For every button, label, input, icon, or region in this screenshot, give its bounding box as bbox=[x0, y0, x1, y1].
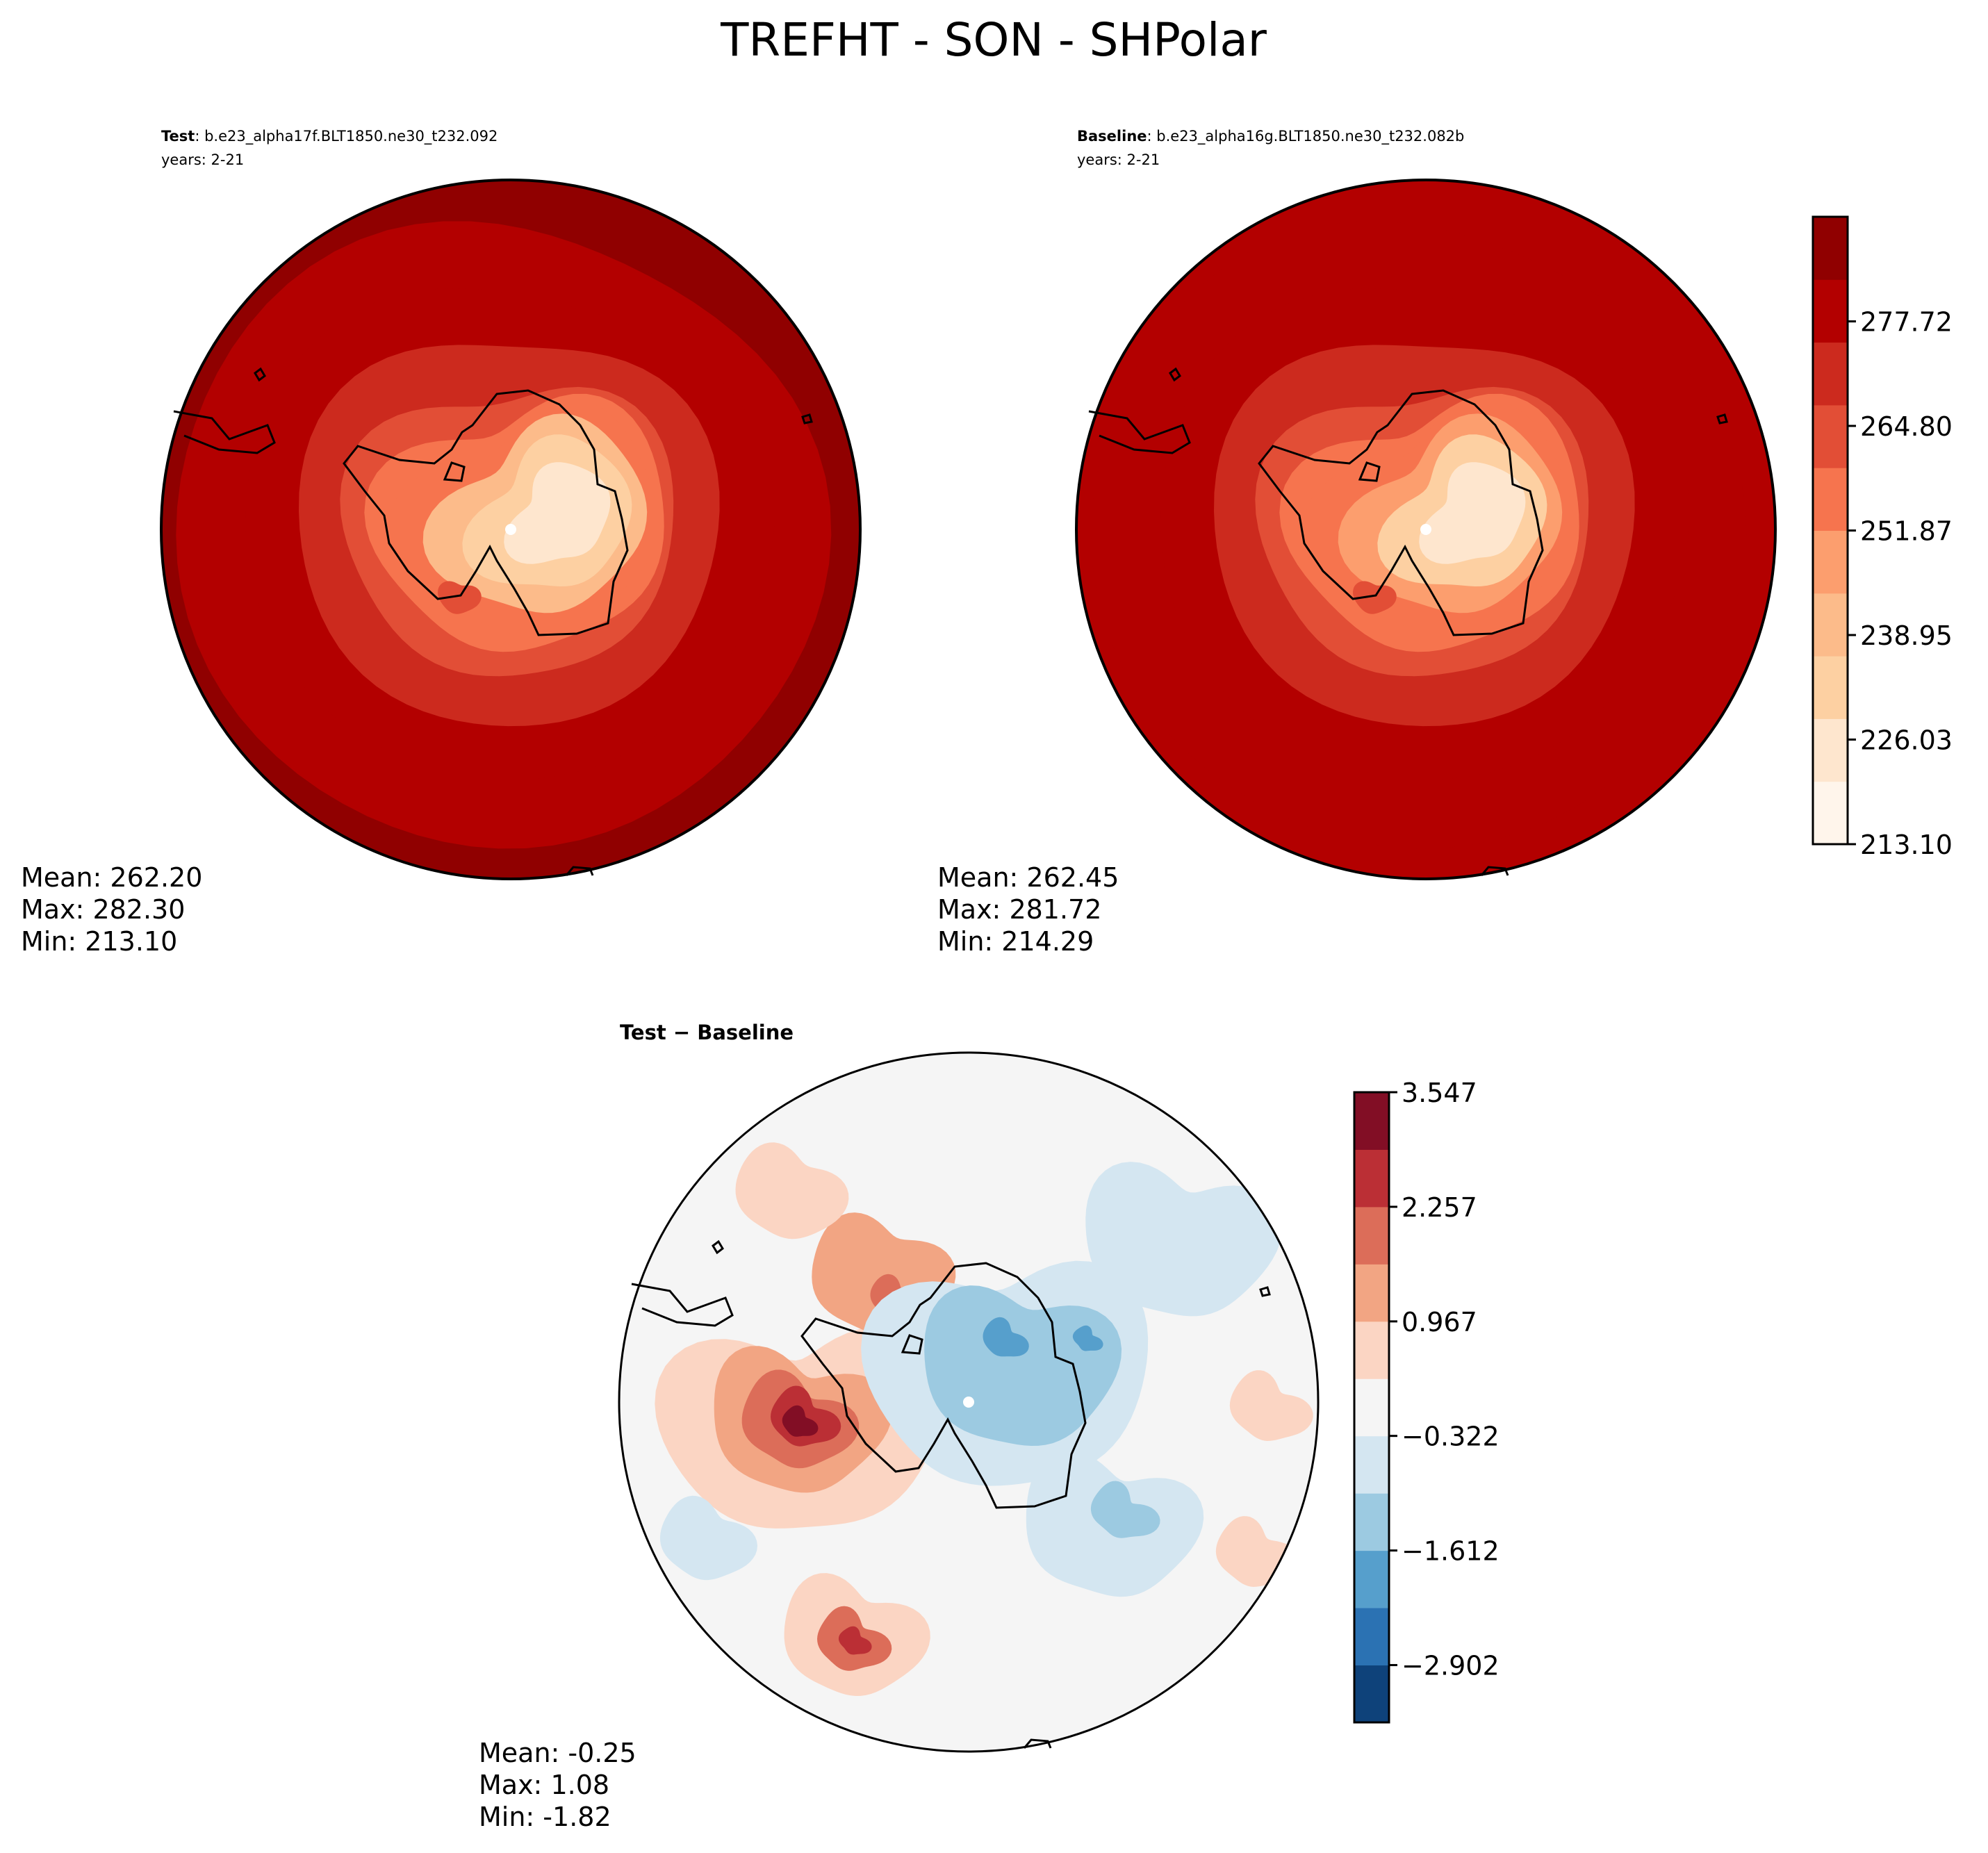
diff-colorbar-tick-label-2: −0.322 bbox=[1402, 1422, 1500, 1452]
panel-baseline: Baseline: b.e23_alpha16g.BLT1850.ne30_t2… bbox=[937, 128, 1815, 957]
diff-stat-min: Min: -1.82 bbox=[479, 1802, 611, 1832]
main-colorbar-bin-7 bbox=[1813, 343, 1848, 406]
diff-colorbar-bin-1 bbox=[1354, 1608, 1389, 1665]
test-stat-min: Min: 213.10 bbox=[21, 926, 177, 957]
diff-colorbar-bin-10 bbox=[1354, 1092, 1389, 1150]
diff-colorbar-bin-5 bbox=[1354, 1378, 1389, 1436]
panel-baseline-header-bold: Baseline bbox=[1077, 128, 1147, 145]
diff-stat-max: Max: 1.08 bbox=[479, 1770, 609, 1800]
diff-colorbar-bin-0 bbox=[1354, 1665, 1389, 1723]
diff-colorbar-bin-3 bbox=[1354, 1493, 1389, 1551]
panel-baseline-header: Baseline: b.e23_alpha16g.BLT1850.ne30_t2… bbox=[1077, 128, 1464, 145]
diff-colorbar-bin-7 bbox=[1354, 1264, 1389, 1321]
diff-colorbar-bin-6 bbox=[1354, 1321, 1389, 1379]
main-colorbar-bin-1 bbox=[1813, 718, 1848, 782]
panel-baseline-header-case: : b.e23_alpha16g.BLT1850.ne30_t232.082b bbox=[1147, 128, 1465, 145]
diff-colorbar-tick-label-4: 2.257 bbox=[1402, 1192, 1477, 1223]
panel-difference: Test − Baseline Mean: -0.25 Max: 1.08 Mi… bbox=[479, 1021, 1318, 1832]
test-stat-max: Max: 282.30 bbox=[21, 894, 185, 925]
baseline-stat-mean: Mean: 262.45 bbox=[937, 862, 1119, 893]
main-colorbar-tick-label-3: 251.87 bbox=[1860, 516, 1953, 547]
baseline-field-pole-marker bbox=[1420, 524, 1431, 535]
main-colorbar-tick-label-0: 213.10 bbox=[1860, 830, 1953, 860]
baseline-stat-max: Max: 281.72 bbox=[937, 894, 1101, 925]
baseline-stat-min: Min: 214.29 bbox=[937, 926, 1094, 957]
main-colorbar-tick-label-1: 226.03 bbox=[1860, 725, 1953, 755]
diff-colorbar-bin-4 bbox=[1354, 1436, 1389, 1494]
panel-test: Test: b.e23_alpha17f.BLT1850.ne30_t232.0… bbox=[21, 128, 900, 957]
main-colorbar-bin-3 bbox=[1813, 593, 1848, 657]
diff-colorbar-bin-8 bbox=[1354, 1207, 1389, 1265]
panel-test-header: Test: b.e23_alpha17f.BLT1850.ne30_t232.0… bbox=[161, 128, 498, 145]
main-colorbar-tick-label-4: 264.80 bbox=[1860, 411, 1953, 442]
main-colorbar-bin-5 bbox=[1813, 468, 1848, 531]
panel-test-years: years: 2-21 bbox=[161, 151, 244, 168]
panel-baseline-years: years: 2-21 bbox=[1077, 151, 1160, 168]
panel-test-header-case: : b.e23_alpha17f.BLT1850.ne30_t232.092 bbox=[195, 128, 498, 145]
diff-pole-marker bbox=[963, 1397, 974, 1408]
main-colorbar-tick-label-5: 277.72 bbox=[1860, 307, 1953, 338]
diff-colorbar-tick-label-0: −2.902 bbox=[1402, 1651, 1500, 1681]
main-colorbar-bin-8 bbox=[1813, 279, 1848, 343]
main-colorbar-bin-9 bbox=[1813, 217, 1848, 280]
panel-diff-header: Test − Baseline bbox=[620, 1021, 794, 1044]
panel-test-header-bold: Test bbox=[161, 128, 195, 145]
diff-stat-mean: Mean: -0.25 bbox=[479, 1738, 636, 1768]
main-colorbar-tick-label-2: 238.95 bbox=[1860, 620, 1953, 651]
test-temperature-field bbox=[122, 140, 900, 919]
main-colorbar: 213.10 226.03 238.95 251.87 264.80 277.72 bbox=[1813, 217, 1953, 860]
diff-colorbar-tick-label-5: 3.547 bbox=[1402, 1078, 1477, 1108]
diff-colorbar: −2.902 −1.612 −0.322 0.967 2.257 3.547 bbox=[1354, 1078, 1500, 1723]
diff-colorbar-bin-9 bbox=[1354, 1149, 1389, 1207]
test-field-pole-marker bbox=[505, 524, 516, 535]
main-colorbar-bin-0 bbox=[1813, 782, 1848, 845]
main-colorbar-bin-4 bbox=[1813, 531, 1848, 594]
diff-colorbar-tick-label-3: 0.967 bbox=[1402, 1307, 1477, 1337]
diff-colorbar-bin-2 bbox=[1354, 1551, 1389, 1608]
figure-title: TREFHT - SON - SHPolar bbox=[720, 13, 1267, 67]
test-stat-mean: Mean: 262.20 bbox=[21, 862, 202, 893]
main-colorbar-bin-2 bbox=[1813, 656, 1848, 719]
diff-colorbar-tick-label-1: −1.612 bbox=[1402, 1536, 1500, 1567]
difference-field bbox=[619, 1053, 1318, 1752]
baseline-temperature-field bbox=[1037, 140, 1815, 919]
main-colorbar-bin-6 bbox=[1813, 405, 1848, 468]
